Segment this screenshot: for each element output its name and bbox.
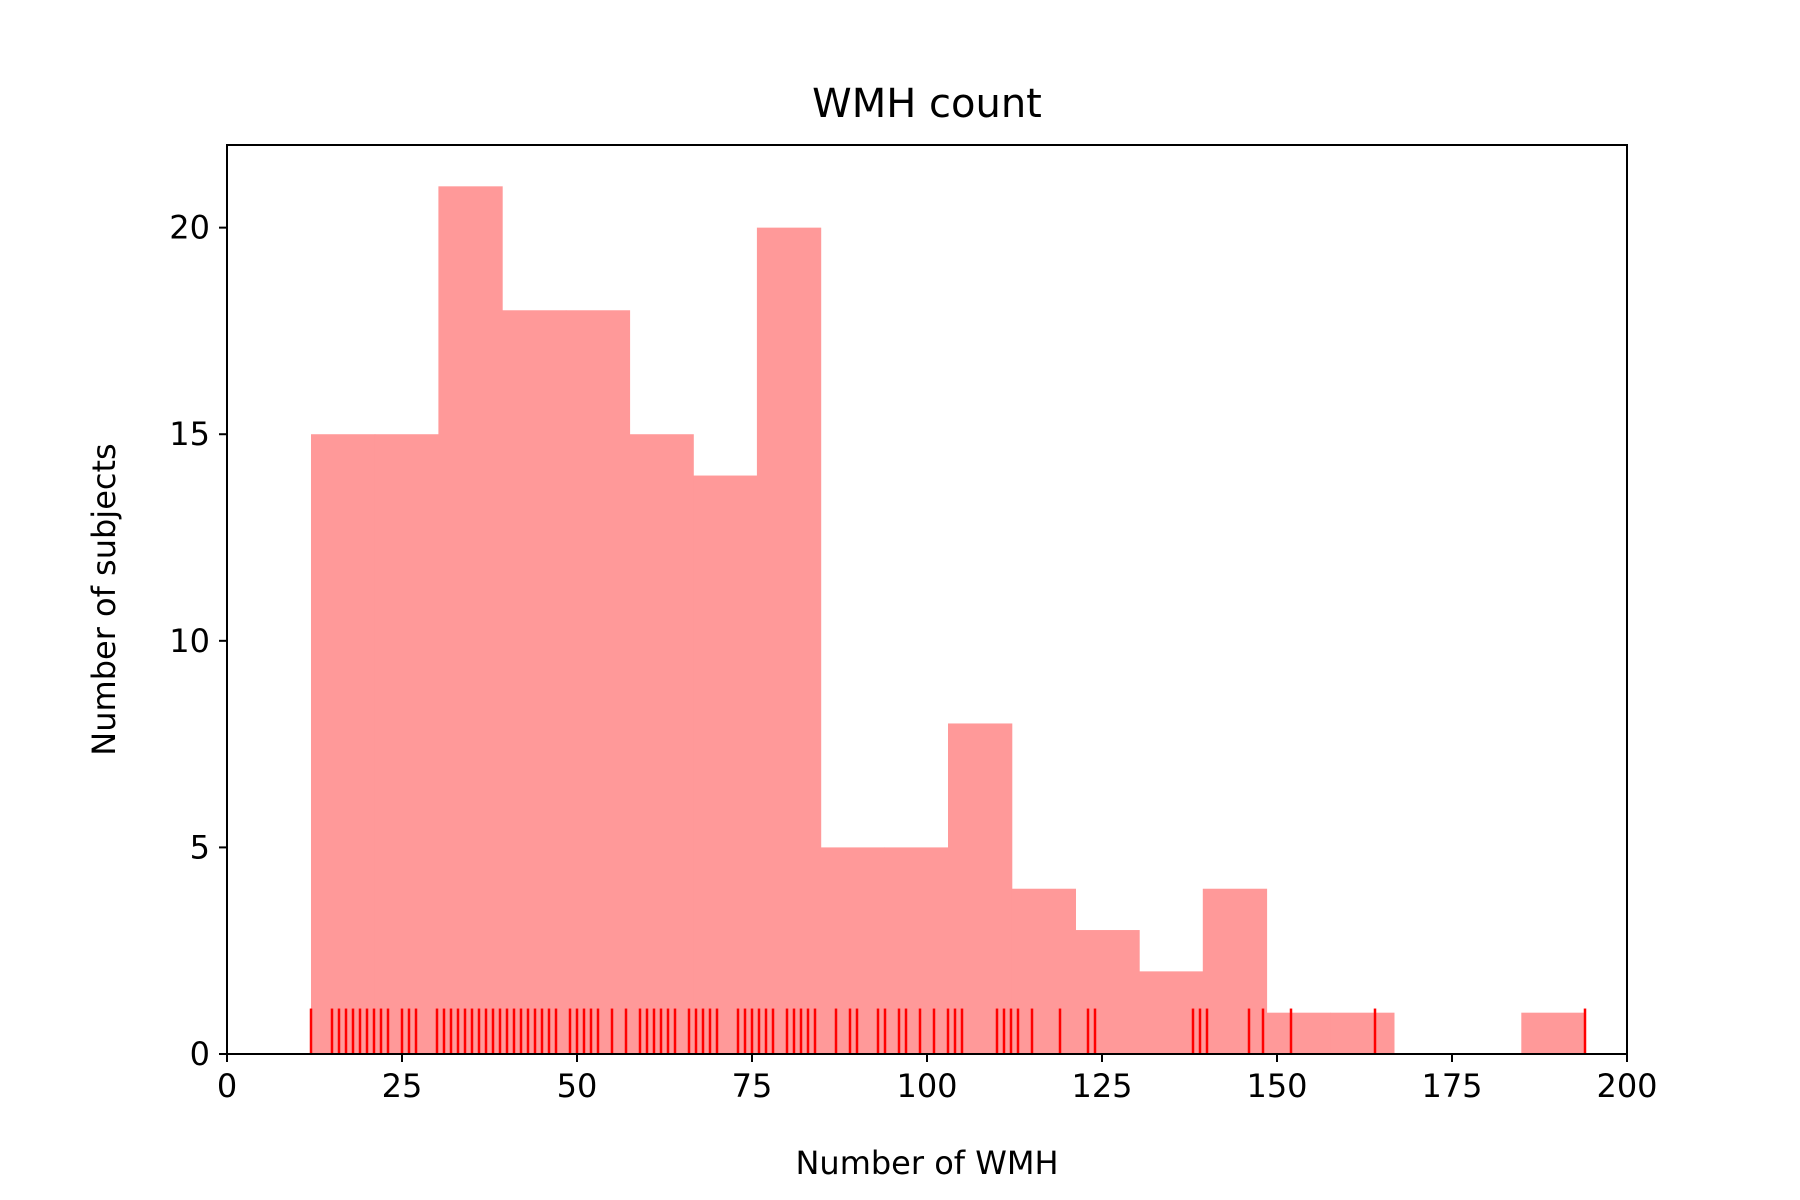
histogram-bar — [693, 475, 758, 1055]
histogram-bar — [1330, 1012, 1395, 1054]
histogram-bar — [1202, 888, 1268, 1054]
histogram-bar — [374, 434, 439, 1054]
x-tick-label: 50 — [557, 1067, 598, 1105]
x-tick-label: 25 — [382, 1067, 423, 1105]
y-tick-label: 10 — [169, 622, 210, 660]
x-tick-label: 175 — [1421, 1067, 1482, 1105]
histogram-bar — [884, 847, 949, 1054]
x-axis-ticks: 0 25 50 75 100 125 150 175 200 — [217, 1054, 1658, 1105]
histogram-bar — [311, 434, 376, 1054]
histogram-bar — [1011, 888, 1076, 1054]
histogram-bar — [438, 186, 503, 1054]
y-axis-label: Number of subjects — [85, 443, 123, 755]
histogram-bar — [1521, 1012, 1586, 1054]
x-tick-label: 125 — [1071, 1067, 1132, 1105]
histogram-bars — [311, 186, 1586, 1055]
y-tick-label: 15 — [169, 415, 210, 453]
y-tick-label: 5 — [190, 828, 210, 866]
y-axis-ticks: 0 5 10 15 20 — [169, 209, 227, 1073]
x-tick-label: 200 — [1596, 1067, 1657, 1105]
x-tick-label: 150 — [1246, 1067, 1307, 1105]
histogram-bar — [820, 847, 885, 1054]
histogram-bar — [629, 434, 694, 1054]
y-tick-label: 20 — [169, 209, 210, 247]
x-tick-label: 75 — [732, 1067, 773, 1105]
histogram-bar — [502, 310, 567, 1055]
histogram-bar — [1266, 1012, 1331, 1054]
histogram-bar — [948, 723, 1013, 1054]
chart-title: WMH count — [812, 81, 1042, 127]
histogram-bar — [565, 310, 631, 1055]
rug-marks — [309, 1008, 1587, 1054]
histogram-bar — [756, 227, 822, 1055]
x-tick-label: 100 — [896, 1067, 957, 1105]
y-tick-label: 0 — [190, 1035, 210, 1073]
x-axis-label: Number of WMH — [795, 1144, 1058, 1182]
histogram-bar — [1075, 930, 1140, 1054]
x-tick-label: 0 — [217, 1067, 237, 1105]
